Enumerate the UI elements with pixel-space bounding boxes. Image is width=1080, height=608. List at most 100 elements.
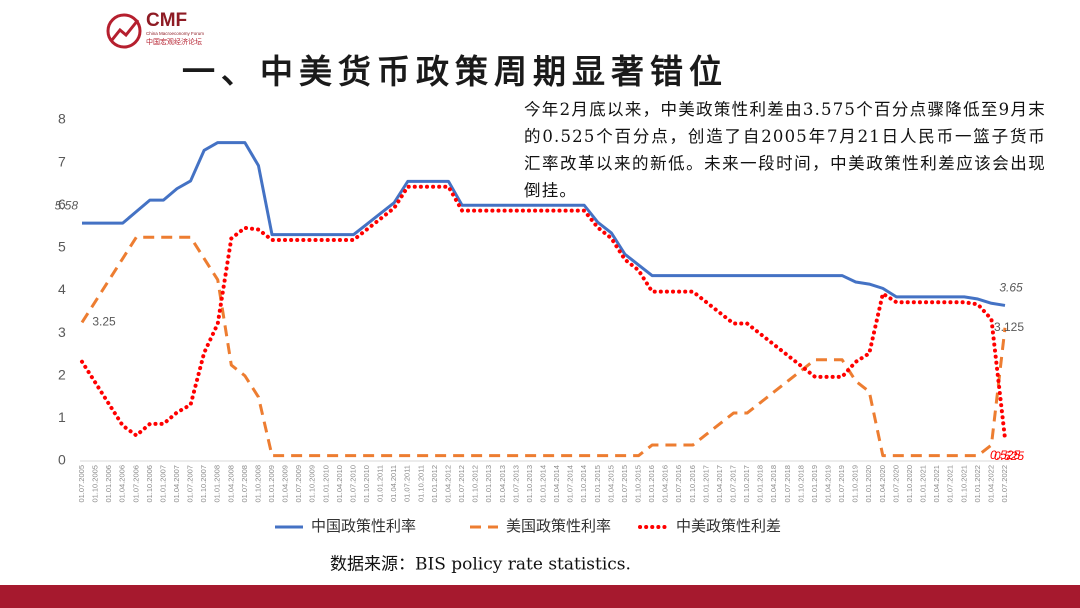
x-tick-label: 01.10.2012 <box>471 465 480 503</box>
logo: CMF China Macroeconomy Forum 中国宏观经济论坛 <box>106 10 204 49</box>
x-tick-label: 01.04.2007 <box>172 465 181 503</box>
x-tick-label: 01.07.2005 <box>77 465 86 503</box>
x-tick-label: 01.10.2014 <box>579 465 588 503</box>
y-tick-label: 1 <box>58 409 66 425</box>
logo-name: CMF <box>146 10 187 31</box>
x-tick-label: 01.07.2007 <box>186 465 195 503</box>
x-tick-label: 01.04.2008 <box>226 465 235 503</box>
x-tick-label: 01.04.2016 <box>661 465 670 503</box>
x-tick-label: 01.07.2016 <box>674 465 683 503</box>
data-label: 5.58 <box>55 198 79 212</box>
x-tick-label: 01.01.2006 <box>104 465 113 503</box>
x-tick-label: 01.10.2018 <box>796 465 805 503</box>
x-tick-label: 01.10.2015 <box>633 465 642 503</box>
x-tick-label: 01.01.2011 <box>376 465 385 502</box>
data-label: 3.65 <box>999 281 1023 295</box>
x-tick-label: 01.07.2017 <box>729 465 738 503</box>
x-tick-label: 01.07.2019 <box>837 465 846 503</box>
logo-subtitle: China Macroeconomy Forum <box>146 31 204 36</box>
legend-label: 美国政策性利率 <box>506 517 611 535</box>
x-tick-label: 01.07.2010 <box>348 465 357 503</box>
legend-label: 中国政策性利率 <box>311 517 416 535</box>
x-tick-label: 01.10.2006 <box>145 465 154 503</box>
x-tick-label: 01.01.2021 <box>919 465 928 503</box>
x-tick-label: 01.04.2015 <box>606 465 615 503</box>
x-tick-label: 01.04.2013 <box>498 465 507 503</box>
x-tick-label: 01.01.2013 <box>484 465 493 503</box>
y-tick-label: 2 <box>58 366 66 382</box>
x-tick-label: 01.01.2016 <box>647 465 656 503</box>
x-tick-label: 01.07.2020 <box>891 465 900 503</box>
x-tick-label: 01.04.2012 <box>443 465 452 503</box>
note: 今年2月底以来，中美政策性利差由3.575个百分点骤降低至9月末的0.525个百… <box>524 100 1046 200</box>
slide-title: 一、中美货币政策周期显著错位 <box>182 52 728 91</box>
x-tick-label: 01.10.2005 <box>91 465 100 503</box>
data-label: 3.25 <box>92 315 116 329</box>
x-tick-label: 01.10.2010 <box>362 465 371 503</box>
x-tick-label: 01.01.2009 <box>267 465 276 503</box>
x-tick-label: 01.04.2022 <box>986 465 995 503</box>
logo-ring <box>106 13 142 49</box>
y-tick-label: 8 <box>58 111 66 127</box>
x-tick-label: 01.04.2017 <box>715 465 724 503</box>
data-label: 0.525 <box>990 448 1020 462</box>
x-tick-label: 01.07.2014 <box>566 465 575 503</box>
x-tick-label: 01.07.2012 <box>457 465 466 503</box>
x-tick-label: 01.10.2016 <box>688 465 697 503</box>
data-label: 0.525 <box>994 449 1024 463</box>
series-line <box>80 184 1007 441</box>
x-tick-label: 01.01.2019 <box>810 465 819 503</box>
x-tick-label: 01.04.2010 <box>335 465 344 503</box>
x-tick-label: 01.10.2009 <box>308 465 317 503</box>
x-tick-label: 01.01.2012 <box>430 465 439 503</box>
x-tick-label: 01.07.2022 <box>1000 465 1009 503</box>
x-tick-label: 01.07.2011 <box>403 465 412 502</box>
y-tick-label: 7 <box>58 153 66 169</box>
x-tick-label: 01.10.2013 <box>525 465 534 503</box>
x-tick-label: 01.04.2019 <box>824 465 833 503</box>
x-tick-label: 01.07.2009 <box>294 465 303 503</box>
x-tick-label: 01.04.2006 <box>118 465 127 503</box>
x-tick-label: 01.01.2010 <box>321 465 330 503</box>
x-tick-label: 01.04.2009 <box>281 465 290 503</box>
x-tick-label: 01.10.2008 <box>253 465 262 503</box>
y-tick-label: 6 <box>58 196 66 212</box>
footer-bar <box>0 585 1080 608</box>
y-tick-label: 3 <box>58 324 66 340</box>
x-tick-label: 01.01.2018 <box>756 465 765 503</box>
data-label: 3.125 <box>994 320 1024 334</box>
source: 数据来源：BIS policy rate statistics. <box>330 555 631 575</box>
x-tick-label: 01.01.2020 <box>864 465 873 503</box>
x-tick-label: 01.07.2018 <box>783 465 792 503</box>
x-tick-label: 01.01.2008 <box>213 465 222 503</box>
y-tick-label: 4 <box>58 281 66 297</box>
y-tick-label: 5 <box>58 239 66 255</box>
legend-label: 中美政策性利差 <box>676 517 781 535</box>
x-tick-label: 01.01.2015 <box>593 465 602 503</box>
x-tick-label: 01.10.2007 <box>199 465 208 503</box>
x-tick-label: 01.04.2018 <box>769 465 778 503</box>
x-tick-label: 01.10.2011 <box>416 465 425 502</box>
x-tick-label: 01.04.2020 <box>878 465 887 503</box>
logo-chinese: 中国宏观经济论坛 <box>146 37 202 46</box>
series-line <box>80 235 1007 458</box>
series-line <box>82 141 1006 307</box>
x-tick-label: 01.07.2006 <box>131 465 140 503</box>
x-tick-label: 01.10.2019 <box>851 465 860 503</box>
x-tick-label: 01.07.2021 <box>946 465 955 503</box>
x-tick-label: 01.04.2014 <box>552 465 561 503</box>
logo-arrow <box>110 19 140 41</box>
y-tick-label: 0 <box>58 452 66 468</box>
x-tick-label: 01.01.2007 <box>158 465 167 503</box>
x-tick-label: 01.01.2014 <box>538 465 547 503</box>
x-tick-label: 01.10.2020 <box>905 465 914 503</box>
x-tick-label: 01.07.2015 <box>620 465 629 503</box>
x-tick-label: 01.04.2021 <box>932 465 941 503</box>
x-tick-label: 01.10.2021 <box>959 465 968 503</box>
x-tick-label: 01.01.2017 <box>701 465 710 503</box>
x-tick-label: 01.10.2017 <box>742 465 751 503</box>
x-tick-label: 01.04.2011 <box>389 465 398 502</box>
x-tick-label: 01.07.2013 <box>511 465 520 503</box>
